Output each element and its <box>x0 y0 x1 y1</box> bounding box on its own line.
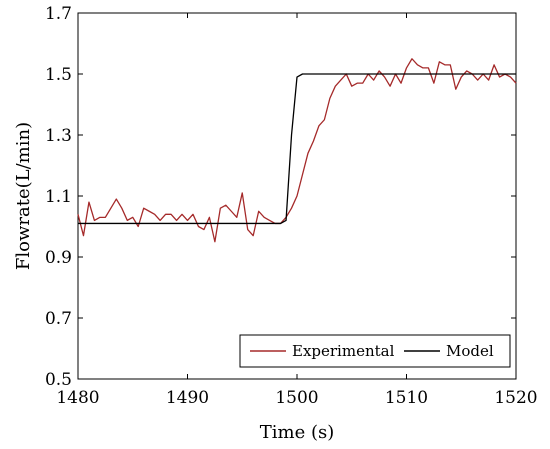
y-tick-label: 0.9 <box>45 248 72 268</box>
legend-label-model: Model <box>446 342 494 360</box>
y-tick-label: 0.5 <box>45 370 72 390</box>
y-tick-label: 1.1 <box>45 187 72 207</box>
x-tick-label: 1490 <box>166 388 209 408</box>
series-line-experimental <box>77 58 517 243</box>
y-axis-label: Flowrate(L/min) <box>13 122 34 270</box>
y-tick-label: 1.7 <box>45 4 72 24</box>
x-tick-label: 1500 <box>275 388 318 408</box>
legend-label-experimental: Experimental <box>292 342 395 360</box>
series-layer <box>77 58 517 243</box>
legend: Experimental Model <box>239 334 511 368</box>
x-tick-label: 1520 <box>494 388 537 408</box>
x-tick-label: 1480 <box>56 388 99 408</box>
series-line-model <box>78 73 516 225</box>
x-tick-label: 1510 <box>385 388 428 408</box>
x-axis-label: Time (s) <box>260 422 335 443</box>
y-tick-label: 1.3 <box>45 126 72 146</box>
y-tick-label: 1.5 <box>45 65 72 85</box>
tick-labels: 1480 1490 1500 1510 1520 0.5 0.7 0.9 1.1 1.3 1.5 1.… <box>45 4 538 408</box>
y-tick-label: 0.7 <box>45 309 72 329</box>
